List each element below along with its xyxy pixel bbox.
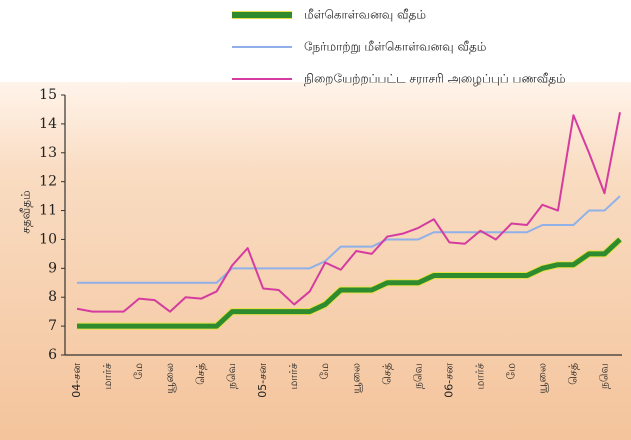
legend-label: நிறையேற்றப்பட்ட சராசரி அழைப்புப் பணவீதம் bbox=[304, 72, 566, 86]
x-tick-label: மார்ச் bbox=[473, 363, 486, 389]
y-tick-label: 7 bbox=[48, 318, 57, 334]
x-tick-label: செத் bbox=[380, 363, 393, 385]
x-tick-label: யூலை bbox=[349, 363, 362, 393]
plot-background bbox=[0, 82, 631, 440]
x-tick-label: மார்ச் bbox=[287, 363, 300, 389]
x-tick-label: 04-சன bbox=[70, 363, 83, 398]
x-tick-label: மே bbox=[504, 363, 517, 380]
series-line bbox=[77, 195, 621, 284]
y-tick-label: 15 bbox=[39, 87, 57, 103]
y-tick-label: 11 bbox=[39, 203, 57, 219]
series-line bbox=[77, 237, 622, 329]
x-tick-label: நவெ bbox=[411, 363, 424, 389]
x-tick-label: 06-சன bbox=[442, 363, 455, 398]
legend-label: மீள்கொள்வனவு வீதம் bbox=[304, 8, 426, 22]
y-tick-label: 8 bbox=[48, 289, 57, 305]
y-tick-label: 12 bbox=[39, 174, 57, 190]
legend-label: நேர்மாற்று மீள்கொள்வனவு வீதம் bbox=[304, 40, 486, 55]
y-tick-label: 13 bbox=[39, 145, 57, 161]
y-tick-label: 10 bbox=[39, 231, 57, 247]
x-tick-label: செத் bbox=[566, 363, 579, 385]
series-line bbox=[76, 112, 621, 313]
x-tick-label: 05-சன bbox=[256, 363, 269, 398]
x-tick-label: நவெ bbox=[597, 363, 610, 389]
y-tick-label: 6 bbox=[48, 347, 57, 363]
x-tick-label: செத் bbox=[194, 363, 207, 385]
x-tick-label: மே bbox=[318, 363, 331, 380]
x-tick-label: யூலை bbox=[163, 363, 176, 393]
y-tick-label: 9 bbox=[48, 260, 57, 276]
x-tick-label: மே bbox=[132, 363, 145, 380]
x-tick-label: யூலை bbox=[535, 363, 548, 393]
y-tick-label: 14 bbox=[39, 116, 57, 132]
x-tick-label: மார்ச் bbox=[101, 363, 114, 389]
x-tick-label: நவெ bbox=[225, 363, 238, 389]
y-axis-label: சதவீதம் bbox=[19, 190, 33, 233]
